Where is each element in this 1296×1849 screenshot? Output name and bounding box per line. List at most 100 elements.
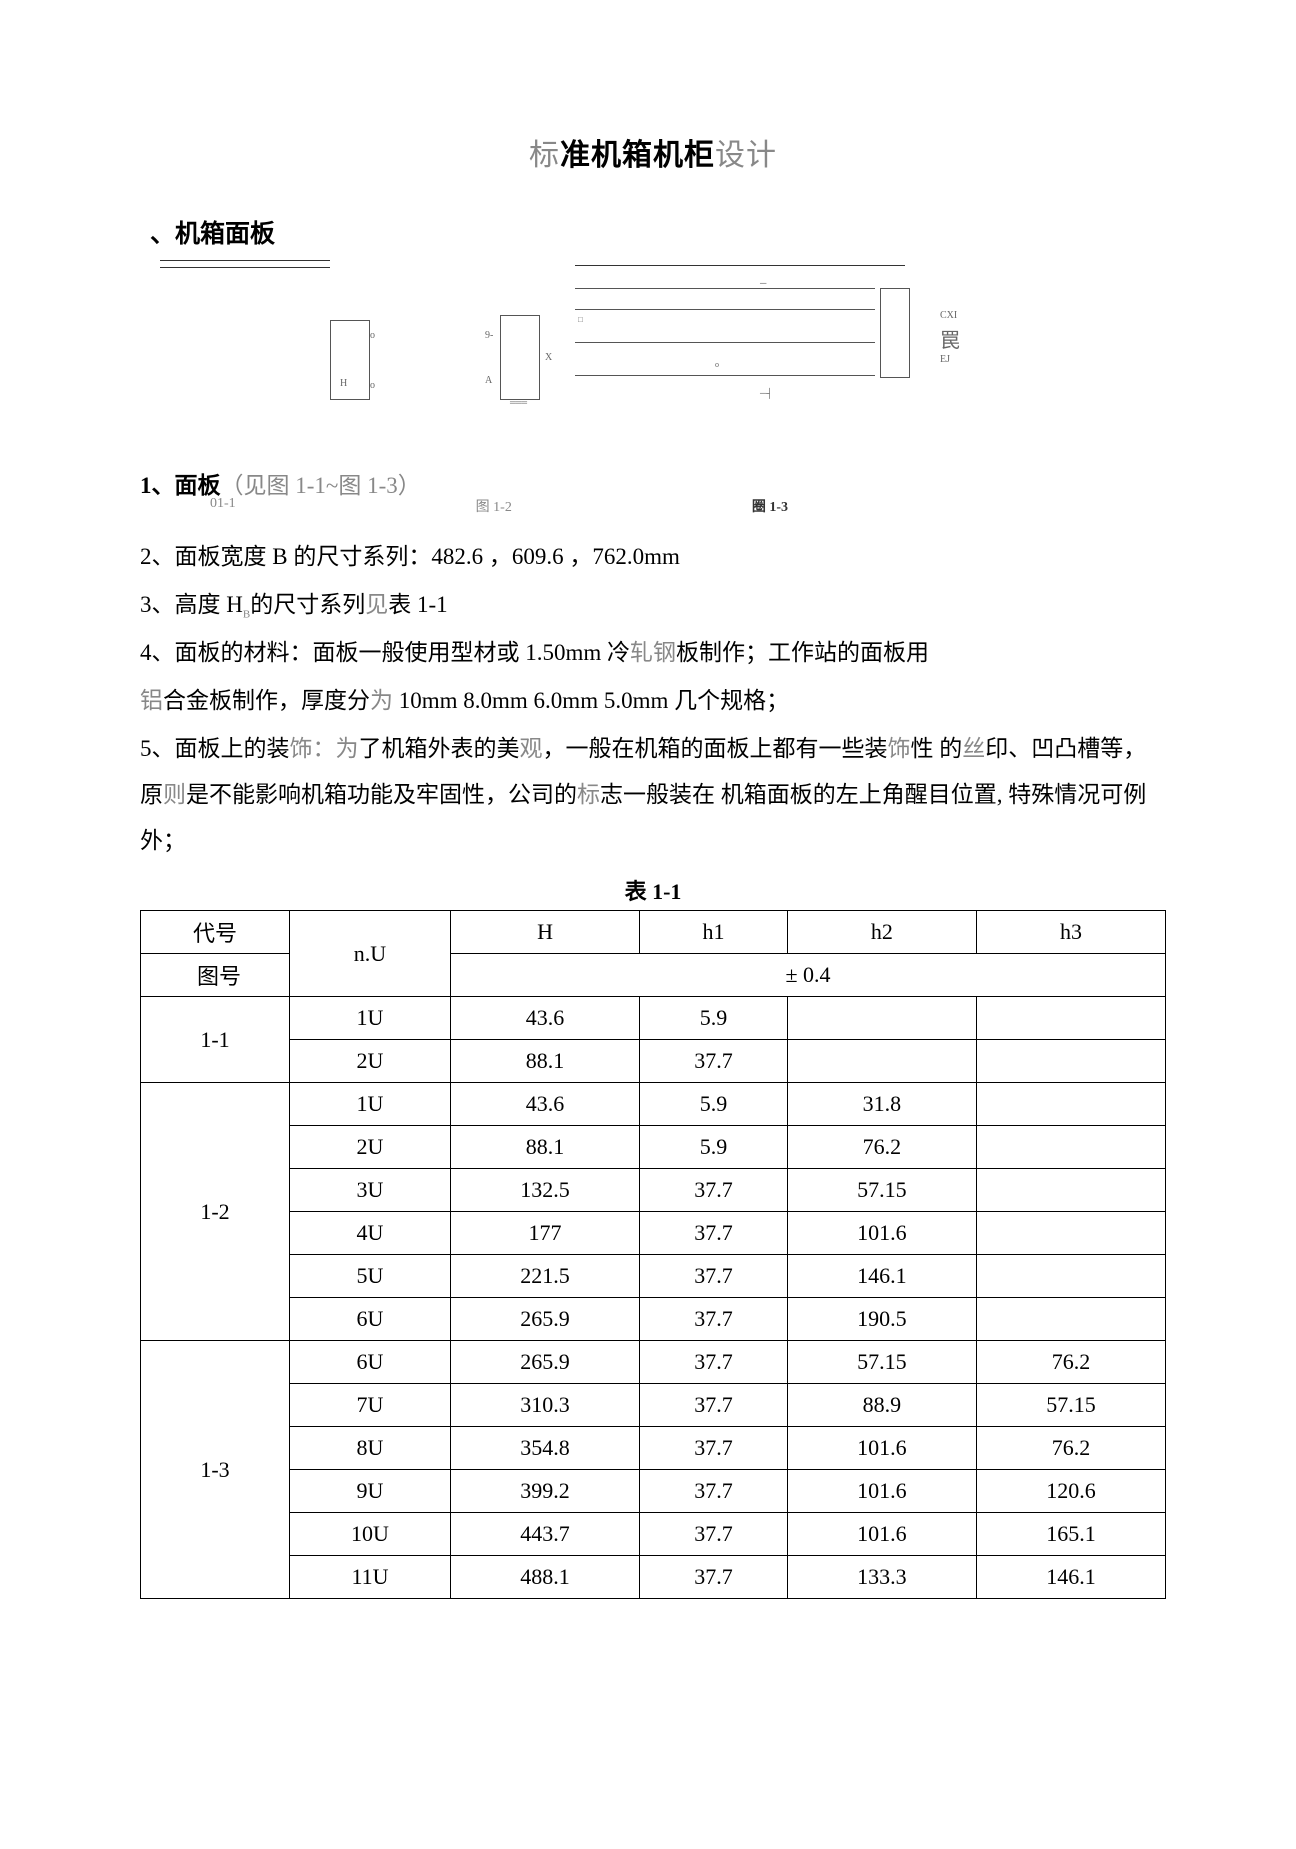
p4d: 合金板制作，厚度分: [163, 688, 370, 713]
p5c: 了机箱外表的美: [359, 736, 520, 761]
para-3: 3、高度 HB的尺寸系列见表 1-1: [140, 582, 1166, 628]
cell-h3: 57.15: [976, 1384, 1165, 1427]
table-row: 1-11U43.65.9: [141, 997, 1166, 1040]
cell-H: 43.6: [451, 997, 640, 1040]
cell-h2: 31.8: [787, 1083, 976, 1126]
section-heading: 、机箱面板: [150, 214, 1166, 250]
cell-h2: [787, 997, 976, 1040]
table-row: 2U88.15.976.2: [141, 1126, 1166, 1169]
dimension-table: 代号 n.U H h1 h2 h3 图号 ± 0.4 1-11U43.65.92…: [140, 910, 1166, 1599]
cell-h2: 101.6: [787, 1470, 976, 1513]
p5i2: 标: [577, 782, 600, 807]
cell-h1: 37.7: [640, 1470, 788, 1513]
diag-label-ej: EJ: [940, 354, 950, 365]
table-row: 9U399.237.7101.6120.6: [141, 1470, 1166, 1513]
diag-label-dash: ─┤: [760, 388, 773, 398]
cell-h3: [976, 1083, 1165, 1126]
table-row: 7U310.337.788.957.15: [141, 1384, 1166, 1427]
cell-h3: 120.6: [976, 1470, 1165, 1513]
cell-H: 265.9: [451, 1298, 640, 1341]
p5f2: 丝: [962, 736, 985, 761]
cell-H: 221.5: [451, 1255, 640, 1298]
cell-h1: 37.7: [640, 1384, 788, 1427]
table-row: 8U354.837.7101.676.2: [141, 1427, 1166, 1470]
p4dm: 为: [370, 688, 393, 713]
table-row: 6U265.937.7190.5: [141, 1298, 1166, 1341]
th-h3: h3: [976, 911, 1165, 954]
cell-H: 443.7: [451, 1513, 640, 1556]
cell-h2: 101.6: [787, 1513, 976, 1556]
fig-caption-1: 01-1: [210, 496, 236, 516]
diag-label-H: H: [340, 378, 347, 389]
fig-note-p2: （见图 1-1~图 1-3）: [221, 473, 421, 498]
cell-h3: 146.1: [976, 1556, 1165, 1599]
table-row: 2U88.137.7: [141, 1040, 1166, 1083]
diag-label-A: A: [485, 375, 492, 386]
cell-nu: 1U: [290, 1083, 451, 1126]
p5c2: 观: [520, 736, 543, 761]
cell-H: 265.9: [451, 1341, 640, 1384]
fig-caption-2: 图 1-2: [476, 496, 512, 516]
diag-label-o3: o: [715, 360, 719, 369]
page-title: 标准机箱机柜设计: [140, 130, 1166, 174]
cell-H: 43.6: [451, 1083, 640, 1126]
cell-h1: 37.7: [640, 1212, 788, 1255]
diag-label-o2: o: [370, 380, 375, 391]
cell-H: 399.2: [451, 1470, 640, 1513]
table-row: 3U132.537.757.15: [141, 1169, 1166, 1212]
table-body: 1-11U43.65.92U88.137.71-21U43.65.931.82U…: [141, 997, 1166, 1599]
cell-h2: 101.6: [787, 1427, 976, 1470]
cell-nu: 2U: [290, 1126, 451, 1169]
diag-label-wang: 罠: [940, 324, 960, 353]
cell-nu: 11U: [290, 1556, 451, 1599]
cell-code: 1-2: [141, 1083, 290, 1341]
diagram-area: H o o 9- A X ═══ CXI 罠 EJ □ o ─┤ ─: [160, 260, 1166, 460]
cell-H: 310.3: [451, 1384, 640, 1427]
cell-h2: 146.1: [787, 1255, 976, 1298]
diagram-1-box: [330, 320, 370, 400]
title-pre: 标: [529, 139, 560, 172]
diag-label-9: 9-: [485, 330, 493, 341]
cell-h2: 133.3: [787, 1556, 976, 1599]
th-h2: h2: [787, 911, 976, 954]
cell-nu: 10U: [290, 1513, 451, 1556]
cell-h2: 190.5: [787, 1298, 976, 1341]
p5d: ，一般在机箱的面板上都有一些装: [543, 736, 888, 761]
cell-h1: 37.7: [640, 1513, 788, 1556]
cell-H: 488.1: [451, 1556, 640, 1599]
cell-nu: 5U: [290, 1255, 451, 1298]
cell-h2: [787, 1040, 976, 1083]
th-tol: ± 0.4: [451, 954, 1166, 997]
th-h1: h1: [640, 911, 788, 954]
table-row: 11U488.137.7133.3146.1: [141, 1556, 1166, 1599]
cell-h3: [976, 1212, 1165, 1255]
p4c: 板制作；工作站的面板用: [676, 640, 929, 665]
cell-h1: 5.9: [640, 1126, 788, 1169]
cell-nu: 7U: [290, 1384, 451, 1427]
diagram-1-line: [160, 260, 330, 268]
table-row: 1-21U43.65.931.8: [141, 1083, 1166, 1126]
cell-h1: 37.7: [640, 1169, 788, 1212]
cell-h2: 76.2: [787, 1126, 976, 1169]
diag-label-cxi: CXI: [940, 310, 957, 321]
cell-h1: 5.9: [640, 1083, 788, 1126]
diag-label-o1: o: [370, 330, 375, 341]
cell-h3: 76.2: [976, 1427, 1165, 1470]
cell-h1: 37.7: [640, 1255, 788, 1298]
cell-h2: 57.15: [787, 1341, 976, 1384]
cell-h3: [976, 997, 1165, 1040]
document-page: 标准机箱机柜设计 、机箱面板 H o o 9- A X ═══ CXI 罠 EJ…: [0, 0, 1296, 1849]
cell-H: 132.5: [451, 1169, 640, 1212]
diagram-3-topline: [575, 265, 905, 266]
para-2: 2、面板宽度 B 的尺寸系列：482.6 ，609.6 ，762.0mm: [140, 534, 1166, 580]
cell-nu: 8U: [290, 1427, 451, 1470]
p5e: 饰: [888, 736, 911, 761]
cell-h1: 37.7: [640, 1298, 788, 1341]
p5b: 饰：为: [290, 736, 359, 761]
cell-h1: 37.7: [640, 1556, 788, 1599]
cell-nu: 6U: [290, 1298, 451, 1341]
th-code: 代号: [141, 911, 290, 954]
table-caption: 表 1-1: [140, 874, 1166, 906]
cell-h2: 57.15: [787, 1169, 976, 1212]
table-head-row-1: 代号 n.U H h1 h2 h3: [141, 911, 1166, 954]
